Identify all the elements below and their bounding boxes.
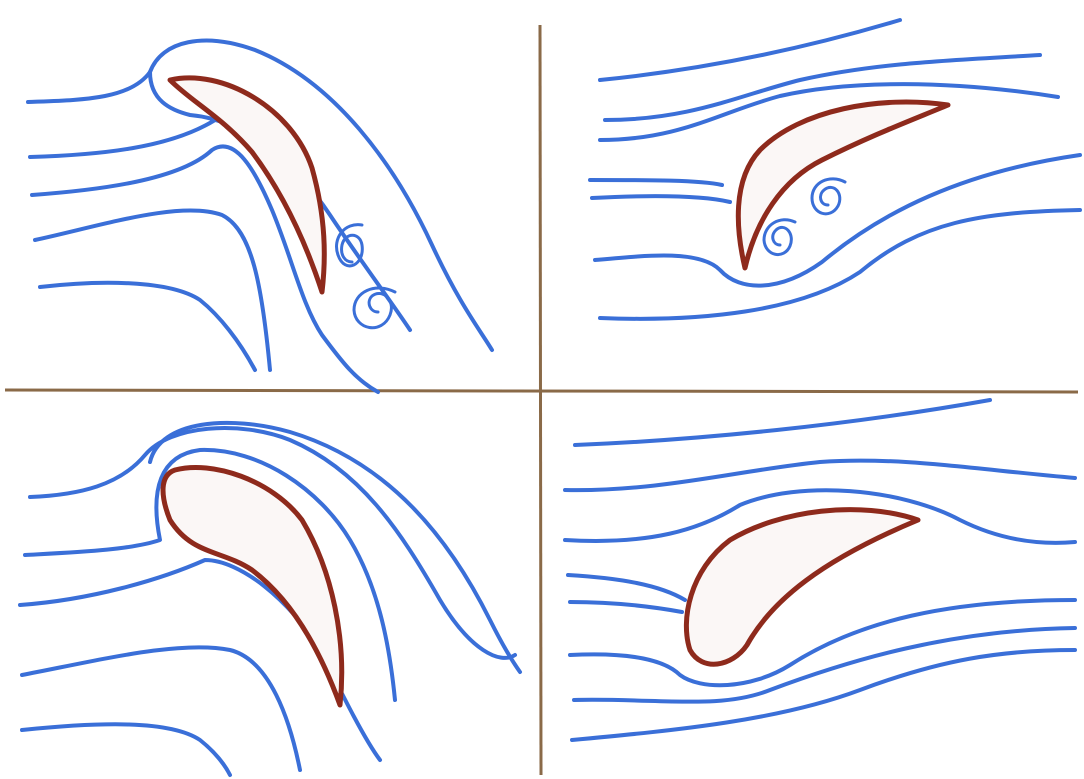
top-right-panel bbox=[588, 18, 1082, 321]
streamline bbox=[568, 600, 684, 614]
streamline bbox=[18, 558, 382, 762]
streamline bbox=[563, 458, 1077, 493]
streamline bbox=[568, 598, 1077, 688]
blade bbox=[160, 464, 345, 708]
vortex bbox=[352, 286, 397, 330]
streamline bbox=[590, 194, 732, 204]
streamline bbox=[33, 208, 272, 372]
streamline bbox=[38, 280, 257, 372]
streamline bbox=[20, 722, 232, 777]
streamline bbox=[566, 573, 687, 602]
blade bbox=[683, 507, 921, 667]
horizontal-divider bbox=[4, 388, 1079, 394]
streamline bbox=[572, 626, 1077, 704]
vertical-divider bbox=[538, 24, 543, 776]
streamline bbox=[598, 208, 1082, 321]
vortex bbox=[335, 223, 364, 268]
streamline bbox=[563, 488, 1077, 545]
streamline bbox=[570, 648, 1077, 742]
streamline bbox=[28, 118, 217, 159]
blade bbox=[735, 99, 951, 271]
streamline bbox=[598, 18, 902, 82]
streamline bbox=[28, 426, 517, 660]
streamline bbox=[148, 420, 522, 674]
streamline bbox=[573, 398, 992, 447]
top-left-panel bbox=[26, 38, 494, 394]
bottom-right-panel bbox=[563, 398, 1077, 742]
streamline bbox=[593, 153, 1082, 288]
streamline bbox=[30, 144, 380, 394]
bottom-left-panel bbox=[18, 420, 522, 777]
streamline bbox=[598, 82, 1060, 142]
streamline bbox=[588, 178, 724, 187]
vortex bbox=[810, 177, 847, 216]
streamline bbox=[603, 53, 1042, 122]
streamline bbox=[23, 447, 397, 702]
streamline bbox=[26, 38, 494, 352]
blade bbox=[167, 75, 327, 295]
streamline bbox=[20, 645, 302, 772]
vortex bbox=[762, 218, 797, 256]
